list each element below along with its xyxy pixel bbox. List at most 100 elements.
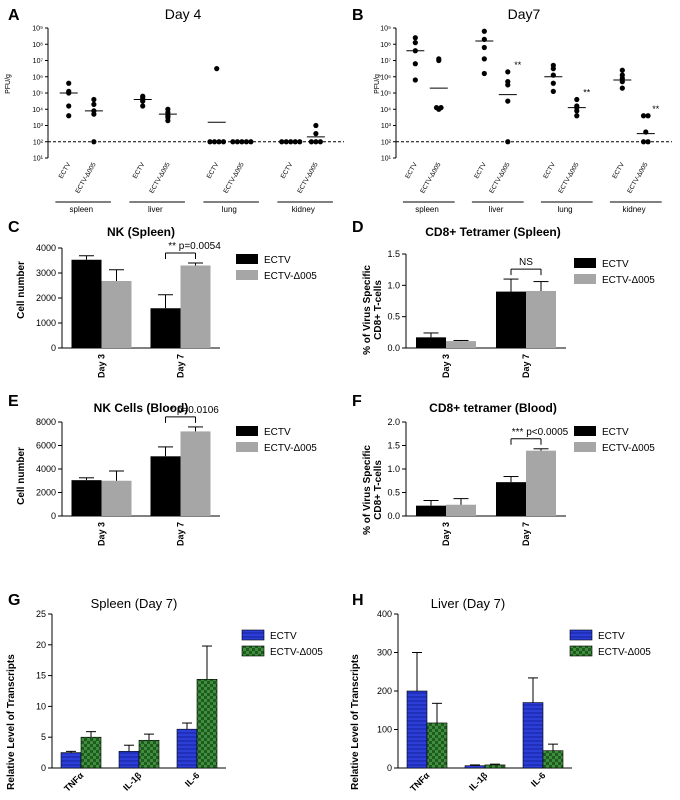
bar [196,678,218,769]
bar [542,750,564,769]
bar [150,308,181,348]
x-tick-label: ECTV-Δ005 [74,161,97,195]
chart-body-e: 0 2000 4000 6000 8000 Day 3 Day 7 * p=0.0106 ECT… [36,405,317,546]
x-tick-label: ECTV [58,161,73,180]
bar [138,739,160,769]
data-point [481,44,487,51]
chart-title-a: Day 4 [165,6,202,22]
y-tick-label: 0 [387,763,392,773]
x-tick-label: Day 7 [521,354,531,378]
y-tick-label: 10⁸ [380,42,391,49]
data-point [317,139,323,145]
y-tick-label: 1000 [36,318,56,328]
x-tick-label: Day 3 [441,354,451,378]
bar [446,504,476,516]
x-tick-label: ECTV [611,161,626,180]
chart-title-d: CD8+ Tetramer (Spleen) [425,225,561,239]
legend-label: ECTV [264,255,291,266]
data-point [66,113,72,119]
y-axis-label-a: PFU/g [5,74,12,94]
x-tick-label: Day 7 [176,354,186,378]
y-axis-label-f-line1: % of Virus Specific [362,445,373,535]
significance-label: * p=0.0106 [170,405,219,416]
x-tick-label: ECTV-Δ005 [222,161,245,195]
y-tick-label: 10⁵ [32,91,43,98]
group-label: liver [489,205,504,214]
y-tick-label: 10⁷ [381,58,392,65]
bar [484,764,506,769]
y-tick-label: 10⁷ [33,58,44,65]
data-point [481,28,487,34]
x-tick-label: ECTV [542,161,557,180]
bar [446,341,476,348]
data-point [140,103,146,109]
chart-title-f: CD8+ tetramer (Blood) [429,401,557,415]
chart-body-c: 0 1000 2000 3000 4000 Day 3 Day 7 ** p=0.0054 EC… [36,241,317,378]
x-tick-label: ECTV-Δ005 [626,161,649,195]
legend-swatch [574,442,596,452]
y-tick-label: 10¹ [33,156,44,163]
x-tick-label: TNFα [408,770,432,794]
legend-swatch [236,270,258,280]
legend-swatch [569,645,593,657]
data-point [550,66,556,72]
bar [71,480,102,516]
x-tick-label: IL-6 [183,770,201,788]
bar [176,728,198,769]
legend-label: ECTV-Δ005 [264,443,317,454]
y-tick-label: 10⁹ [380,26,391,33]
data-point [66,80,72,86]
bar [80,736,102,769]
x-tick-label: ECTV-Δ005 [419,161,442,195]
y-tick-label: 5 [41,732,46,742]
legend-swatch [236,442,258,452]
data-point [165,118,171,124]
y-tick-label: 10⁸ [32,42,43,49]
y-tick-label: 10² [381,139,392,146]
x-tick-label: Day 3 [97,354,107,378]
legend-swatch [574,426,596,436]
group-label: lung [557,205,572,214]
significance-label: NS [519,257,533,268]
chart-body-h: 0 100 200 300 400 TNFα IL-1β IL-6 ECTV ECTV-Δ005 [377,609,651,794]
y-tick-label: 400 [377,609,392,619]
y-tick-label: 0.5 [387,488,400,498]
bar [101,480,132,516]
y-tick-label: 10⁶ [32,74,43,81]
bar [526,290,556,348]
bar [522,702,544,769]
y-tick-label: 10⁵ [380,91,391,98]
bar [150,456,181,516]
y-tick-label: 4000 [36,243,56,253]
panel-letter-c: C [8,219,20,236]
x-tick-label: Day 3 [441,522,451,546]
y-tick-label: 8000 [36,417,56,427]
data-point [220,139,227,145]
x-tick-label: ECTV [132,161,147,180]
panel-c: C NK (Spleen) Cell number 0 1000 2000 3000 4… [8,219,317,378]
y-tick-label: 0 [51,343,56,353]
y-tick-label: 0.0 [387,511,400,521]
y-tick-label: 10 [36,701,46,711]
data-point [211,139,218,145]
data-point [412,40,418,46]
legend-label: ECTV [270,631,297,642]
y-tick-label: 0.5 [387,312,400,322]
bar [118,751,140,769]
y-axis-label-h: Relative Level of Transcripts [350,654,361,790]
chart-body-f: 0.0 0.5 1.0 1.5 2.0 Day 3 Day 7 *** p<0.0005 ECT… [387,417,655,546]
y-tick-label: 100 [377,725,392,735]
group-label: spleen [70,205,94,214]
x-tick-label: IL-1β [121,770,144,793]
chart-body-d: 0.0 0.5 1.0 1.5 Day 3 Day 7 NS ECTV ECTV-Δ005 [387,249,655,378]
data-point [207,139,213,145]
bar [464,765,486,769]
data-point [619,85,625,91]
y-tick-label: 10⁴ [380,107,391,114]
panel-letter-a: A [8,7,20,24]
y-tick-label: 10⁴ [32,107,43,114]
panel-b: B Day7 PFU/g 10¹ 10² 10³ 10⁴ 10⁵ 10⁶ 10⁷ 10⁸ 10⁹… [352,6,672,214]
x-tick-label: ECTV-Δ005 [296,161,319,195]
data-point [550,88,556,94]
